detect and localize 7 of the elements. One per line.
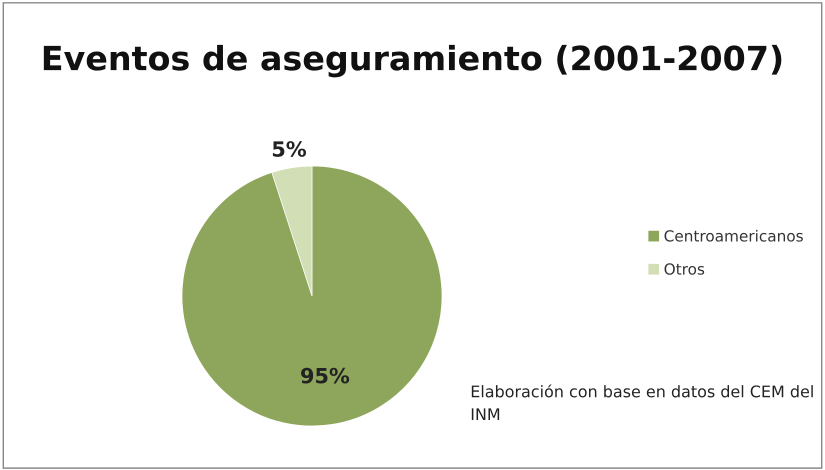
- legend-label: Otros: [664, 263, 704, 275]
- legend-label: Centroamericanos: [664, 230, 803, 242]
- chart-title: Eventos de aseguramiento (2001-2007): [44, 44, 782, 78]
- text: Elaboración con base en datos del CEM del INM: [472, 384, 813, 420]
- pie-slice: [182, 166, 442, 426]
- data-label: 95%: [301, 368, 350, 384]
- data-label: 5%: [272, 141, 306, 157]
